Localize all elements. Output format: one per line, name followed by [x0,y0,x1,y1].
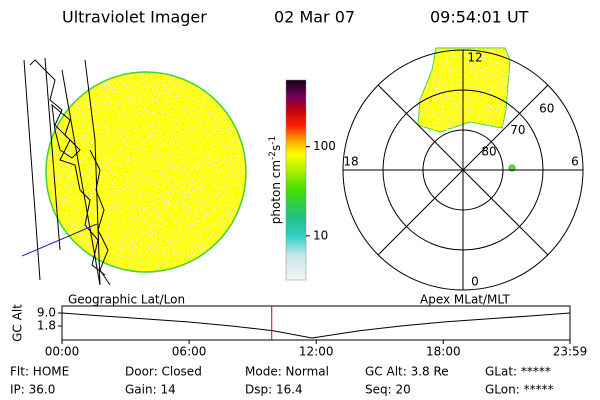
x-tick-label: 18:00 [426,345,461,359]
y-tick-label: 1.8 [37,318,56,332]
terminator [22,223,98,257]
lat-label: 80 [481,145,496,159]
status-field: Door: Closed [125,365,202,379]
colorbar-scale [285,79,307,281]
status-field: GLat: ***** [485,365,551,379]
status-field: Gain: 14 [125,383,176,397]
lat-label: 60 [539,102,554,116]
unit-exp: -1 [268,136,278,145]
polar-caption: Apex MLat/MLT [420,293,510,307]
mlt-spoke [462,84,549,171]
altitude-panel: GC Alt 9.01.8 00:00 06:00 12:00 18:00 23:59 [11,304,588,359]
status-field: Mode: Normal [245,365,329,379]
x-tick-label: 00:00 [45,345,80,359]
map-outlines [23,57,111,286]
lat-ring [382,89,544,251]
status-field: Dsp: 16.4 [245,383,303,397]
colorbar: photon cm-2s-1 10 100 [268,79,336,281]
noise [47,73,245,271]
lat-ring [342,49,584,291]
y-tick-label: 9.0 [37,306,56,320]
x-tick-label: 12:00 [299,345,334,359]
mlt-spoke [462,169,549,256]
status-bar: Flt: HOME Door: Closed Mode: Normal GC Alt:… [10,365,554,397]
colorbar-tick-label: 100 [313,139,336,153]
mlt-label: 0 [471,275,479,289]
mlt-spoke [377,169,464,256]
header: Ultraviolet Imager 02 Mar 07 09:54:01 UT [62,8,529,27]
globe-panel [22,57,247,286]
unit-exp: -2 [268,151,278,160]
lat-label: 70 [510,123,525,137]
lat-ring [422,129,504,211]
altitude-curve [61,312,571,339]
colorbar-tick-label: 10 [313,228,328,242]
status-field: GLon: ***** [485,383,554,397]
colorbar-label: photon cm-2s-1 [268,136,283,225]
status-field: GC Alt: 3.8 Re [365,365,449,379]
mlt-label: 12 [467,51,482,65]
mlt-spoke [377,84,464,171]
mlt-label: 6 [571,155,579,169]
mlt-label: 18 [343,155,358,169]
status-field: Seq: 20 [365,383,411,397]
unit-base: photon cm [269,160,283,224]
plot-frame [61,305,571,341]
x-tick-label: 06:00 [172,345,207,359]
y-axis-label: GC Alt [11,304,25,342]
left-caption: Geographic Lat/Lon [68,293,185,307]
status-field: Flt: HOME [10,365,69,379]
unit-mid: s [269,145,283,151]
x-tick-label: 23:59 [553,345,588,359]
date: 02 Mar 07 [274,8,355,27]
status-field: IP: 36.0 [10,383,55,397]
title: Ultraviolet Imager [62,8,207,27]
time: 09:54:01 UT [430,8,529,27]
